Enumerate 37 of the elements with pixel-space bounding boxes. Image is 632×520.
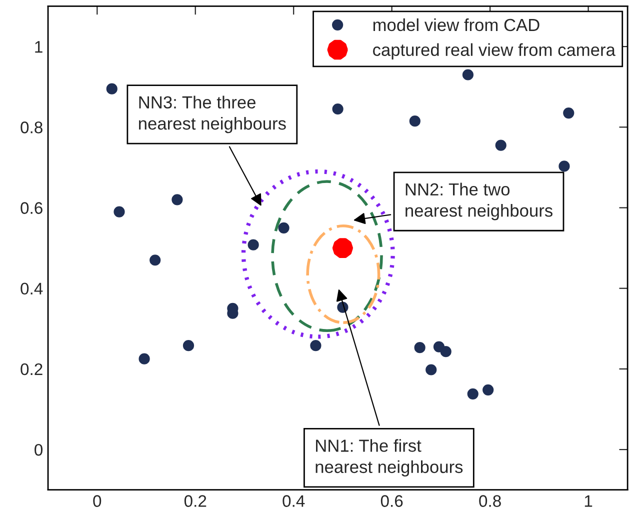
y-tick-label: 0.8 xyxy=(20,122,42,134)
point xyxy=(310,340,322,352)
point xyxy=(332,103,344,115)
y-tick-label: 0.4 xyxy=(20,282,43,295)
x-tick-label: 0.4 xyxy=(282,495,305,507)
point xyxy=(467,388,478,400)
annotation: NN3: The three nearest neighbours xyxy=(139,96,286,134)
point xyxy=(563,107,574,119)
y-tick-label: 0.2 xyxy=(20,363,42,376)
x-tick-label: 0.6 xyxy=(380,495,403,507)
point xyxy=(182,340,194,352)
x-tick-label: 0.2 xyxy=(184,495,206,507)
annotation: NN1: The first nearest neighbours xyxy=(316,439,463,477)
point xyxy=(150,254,161,266)
annotation: NN2: The two nearest neighbours xyxy=(406,182,552,220)
point xyxy=(462,69,474,80)
x-tick-label: 0.8 xyxy=(479,495,501,507)
point xyxy=(414,342,426,354)
legend-label: captured real view from camera xyxy=(373,43,616,60)
point xyxy=(409,116,420,127)
point xyxy=(440,346,452,358)
point xyxy=(106,83,118,94)
y-tick-label: 1 xyxy=(35,41,42,53)
point xyxy=(495,140,506,151)
x-tick-label: 0 xyxy=(93,495,102,507)
legend-label: model view from CAD xyxy=(373,18,540,32)
x-tick-label: 1 xyxy=(584,495,592,507)
point xyxy=(114,206,125,218)
point xyxy=(248,239,259,250)
point xyxy=(138,353,150,364)
point xyxy=(172,194,183,206)
point xyxy=(558,160,570,172)
y-tick-label: 0 xyxy=(34,444,43,456)
point xyxy=(426,364,437,376)
point xyxy=(482,384,494,396)
y-tick-label: 0.6 xyxy=(20,202,42,214)
point xyxy=(278,222,290,234)
